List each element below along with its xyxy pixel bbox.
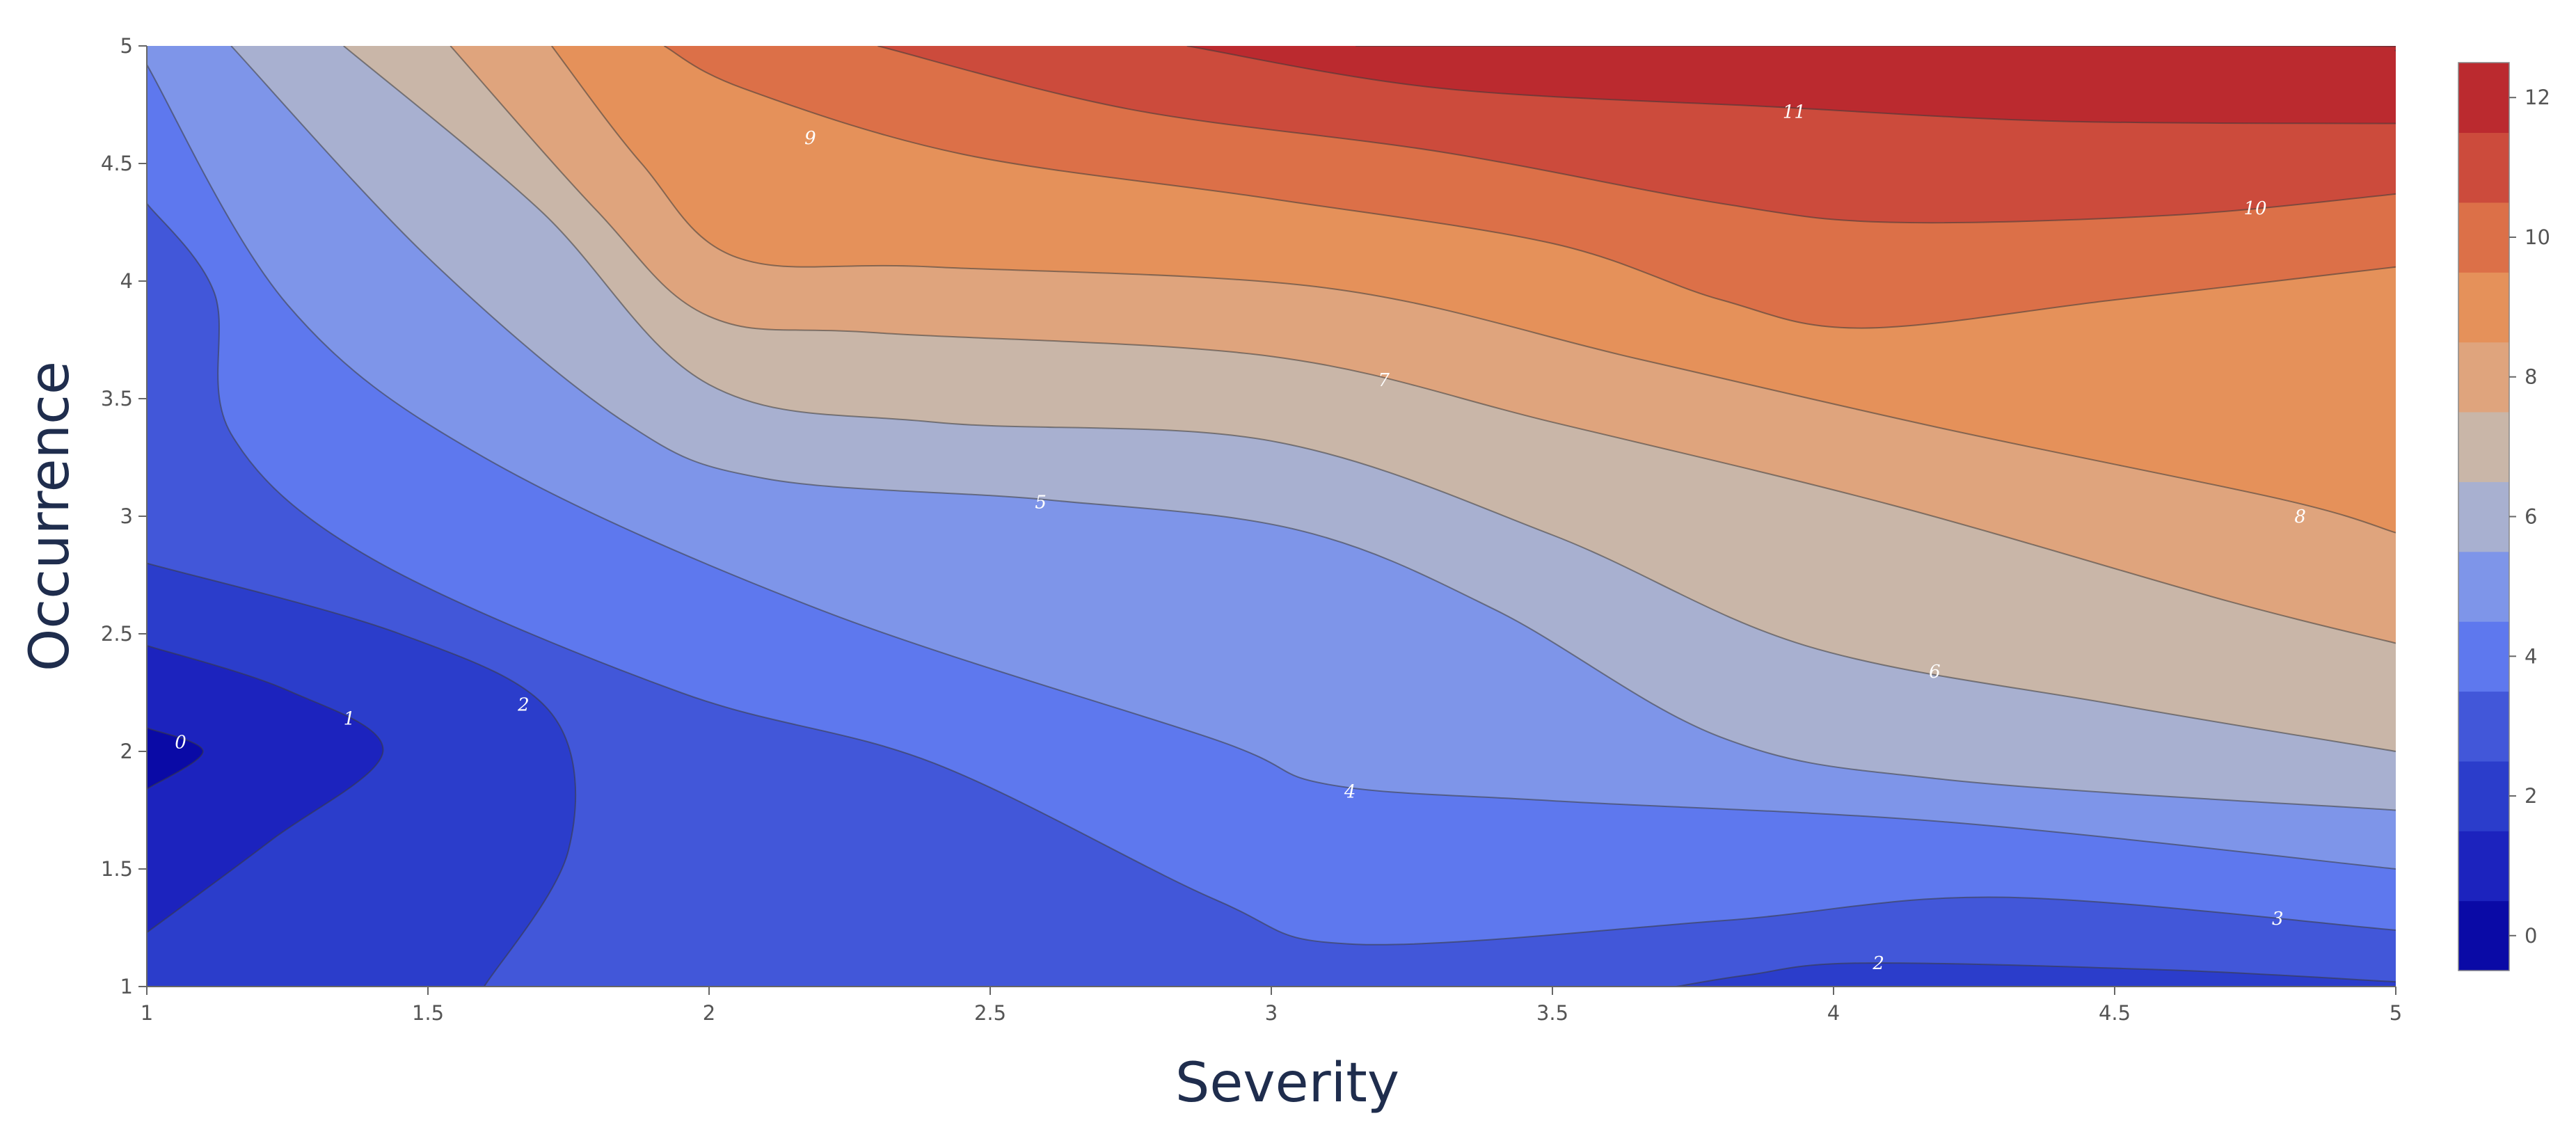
y-tick-label: 4: [120, 269, 133, 293]
contour-line-1: [147, 644, 384, 934]
colorbar-tick-label: 12: [2525, 86, 2550, 109]
contour-line-8: [551, 46, 2396, 534]
band-below-1: [147, 645, 383, 933]
contour-label: 4: [1344, 782, 1356, 803]
colorbar-segment: [2458, 202, 2509, 273]
contour-label: 5: [1035, 493, 1047, 513]
contour-label: 2: [1872, 953, 1884, 974]
colorbar: 0 2 4 6 8 10 12: [2458, 62, 2550, 971]
contour-line-11: [1186, 46, 2396, 125]
x-tick-label: 4.5: [2099, 1001, 2131, 1025]
colorbar-tick-label: 0: [2525, 924, 2537, 948]
band-below-3: [147, 203, 2396, 987]
band-above-11: [1186, 46, 2396, 124]
band-below-0: [147, 728, 203, 790]
colorbar-tick-label: 6: [2525, 505, 2537, 529]
y-tick-label: 5: [120, 34, 133, 58]
colorbar-tick-label: 8: [2525, 365, 2537, 389]
contour-label: 6: [1929, 662, 1941, 683]
contour-line-2: [147, 562, 577, 987]
colorbar-segment: [2458, 342, 2509, 413]
contour-label: 10: [2243, 198, 2266, 219]
colorbar-segment: [2458, 411, 2509, 482]
contour-label: 7: [1378, 370, 1390, 391]
colorbar-segment: [2458, 621, 2509, 692]
contour-label: 9: [804, 128, 816, 149]
y-tick-label: 2: [120, 740, 133, 763]
colorbar-tick-label: 10: [2525, 225, 2550, 249]
y-tick-label: 3: [120, 504, 133, 528]
y-tick-label: 4.5: [101, 152, 133, 175]
x-tick-label: 1: [141, 1001, 153, 1025]
contour-line-3: [147, 202, 2396, 945]
x-tick-label: 4: [1827, 1001, 1840, 1025]
x-tick-label: 3: [1265, 1001, 1278, 1025]
colorbar-segment: [2458, 551, 2509, 622]
contour-label: 0: [175, 733, 186, 753]
colorbar-segment: [2458, 900, 2509, 971]
colorbar-segment: [2458, 272, 2509, 343]
y-tick-label: 3.5: [101, 387, 133, 410]
contour-line-2-right: [1676, 962, 2396, 987]
x-tick-label: 3.5: [1536, 1001, 1568, 1025]
axes: 1 1.5 2 2.5 3 3.5 4 4.5 5 1 1.5 2 2.5 3 3.5 4 4.5 5: [101, 34, 2402, 1025]
contour-line-9: [663, 46, 2396, 329]
y-tick-label: 1.5: [101, 857, 133, 881]
colorbar-tick-label: 4: [2525, 644, 2537, 668]
contour-label: 3: [2272, 909, 2284, 929]
contour-line-5: [230, 46, 2396, 811]
contour-label-layer: 0 1 2 9 5 7 4 11 10 8 6 3 2: [175, 102, 2306, 975]
colorbar-segment: [2458, 691, 2509, 762]
x-tick-label: 5: [2390, 1001, 2402, 1025]
contour-line-6: [343, 46, 2396, 752]
colorbar-segment: [2458, 481, 2509, 552]
colorbar-segment: [2458, 132, 2509, 203]
x-tick-label: 2: [703, 1001, 715, 1025]
contour-line-4: [147, 64, 2396, 870]
y-tick-label: 1: [120, 975, 133, 998]
colorbar-segment: [2458, 831, 2509, 902]
y-axis-title: Occurrence: [19, 361, 81, 671]
colorbar-segment: [2458, 760, 2509, 831]
band-below-2-right: [1676, 963, 2396, 987]
contour-line-10: [877, 46, 2396, 224]
y-tick-label: 2.5: [101, 622, 133, 646]
contour-label: 11: [1783, 102, 1806, 123]
x-tick-label: 1.5: [412, 1001, 444, 1025]
contour-label: 8: [2294, 506, 2306, 527]
contour-layer: [147, 46, 2396, 987]
contour-label: 2: [517, 694, 530, 715]
contour-label: 1: [344, 709, 356, 730]
colorbar-tick-label: 2: [2525, 784, 2537, 808]
x-axis-title: Severity: [1175, 1052, 1399, 1115]
x-tick-label: 2.5: [974, 1001, 1006, 1025]
colorbar-segment: [2458, 63, 2509, 133]
contour-line-0: [147, 727, 204, 790]
contour-line-7: [450, 46, 2396, 644]
